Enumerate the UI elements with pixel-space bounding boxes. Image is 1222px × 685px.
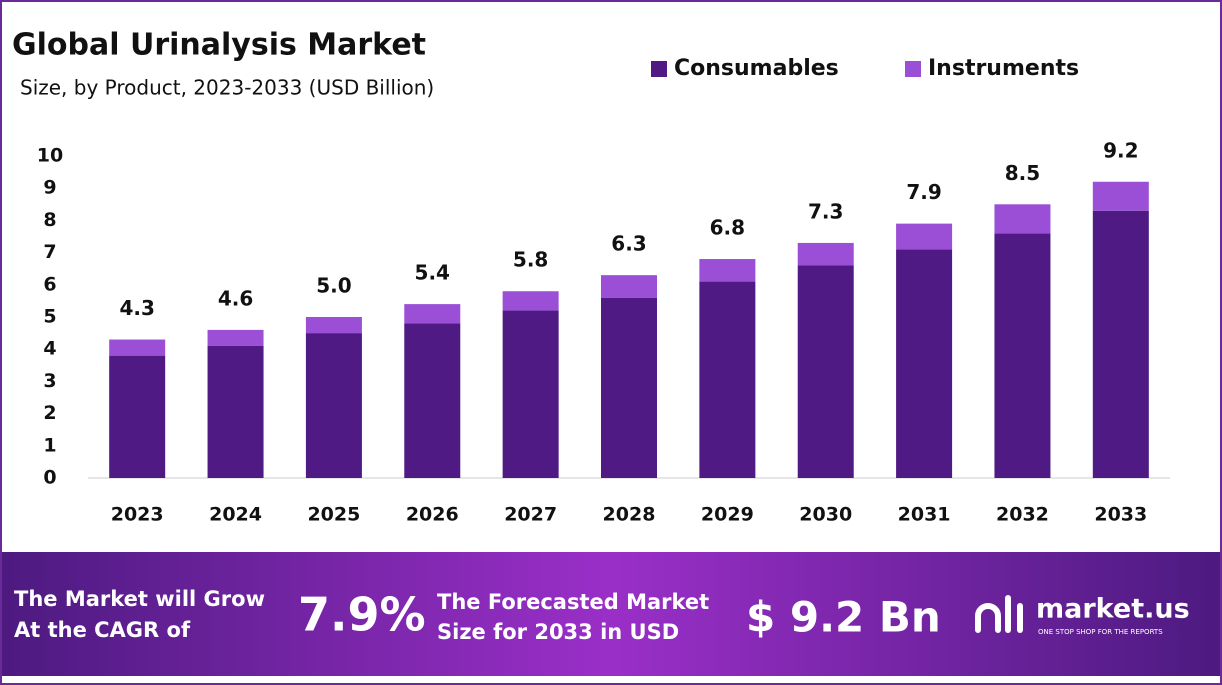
total-label: 5.4 xyxy=(415,261,450,285)
bar-segment xyxy=(502,310,559,478)
legend-swatch xyxy=(905,61,921,77)
x-tick-label: 2030 xyxy=(799,504,852,526)
bar-segment xyxy=(797,242,854,266)
legend-swatch xyxy=(651,61,667,77)
total-label: 4.3 xyxy=(119,296,154,320)
x-tick-label: 2028 xyxy=(603,504,656,526)
y-tick-label: 4 xyxy=(43,338,56,360)
bar-segment xyxy=(699,259,756,282)
x-tick-label: 2029 xyxy=(701,504,754,526)
y-tick-label: 6 xyxy=(43,273,56,295)
x-tick-label: 2031 xyxy=(898,504,951,526)
bar-segment xyxy=(797,265,854,478)
total-label: 7.3 xyxy=(808,199,843,223)
cagr-value: 7.9% xyxy=(298,588,426,642)
bar-segment xyxy=(404,304,461,324)
bar-segment xyxy=(994,204,1051,234)
forecast-text: The Forecasted Market xyxy=(437,590,709,614)
x-tick-label: 2025 xyxy=(307,504,360,526)
bar-segment xyxy=(994,233,1051,478)
chart-title: Global Urinalysis Market xyxy=(12,28,426,63)
total-label: 6.3 xyxy=(611,232,646,256)
x-tick-label: 2024 xyxy=(209,504,262,526)
bar-segment xyxy=(109,355,166,478)
bar-segment xyxy=(305,333,362,478)
bar-segment xyxy=(1092,210,1149,479)
y-tick-label: 5 xyxy=(43,306,56,328)
x-tick-label: 2023 xyxy=(111,504,164,526)
total-label: 4.6 xyxy=(218,286,253,310)
total-label: 9.2 xyxy=(1103,138,1138,162)
tagline: ONE STOP SHOP FOR THE REPORTS xyxy=(1038,628,1163,636)
y-tick-label: 8 xyxy=(43,209,56,231)
chart-subtitle: Size, by Product, 2023-2033 (USD Billion… xyxy=(20,76,434,100)
bar-segment xyxy=(404,323,461,478)
y-tick-label: 1 xyxy=(43,434,56,456)
x-tick-label: 2033 xyxy=(1094,504,1147,526)
forecast-value: $ 9.2 Bn xyxy=(746,593,941,642)
y-tick-label: 7 xyxy=(43,241,56,263)
bar-segment xyxy=(207,329,264,346)
y-tick-label: 9 xyxy=(43,177,56,199)
cagr-text: At the CAGR of xyxy=(14,618,191,642)
total-label: 5.0 xyxy=(316,274,351,298)
x-tick-label: 2032 xyxy=(996,504,1049,526)
legend-label: Consumables xyxy=(674,56,839,81)
total-label: 8.5 xyxy=(1005,161,1040,185)
bar-segment xyxy=(207,345,264,478)
brand: market.us xyxy=(1036,594,1190,625)
bar-segment xyxy=(502,291,559,311)
y-tick-label: 2 xyxy=(43,402,56,424)
x-tick-label: 2026 xyxy=(406,504,459,526)
cagr-text: The Market will Grow xyxy=(14,587,265,611)
forecast-text: Size for 2033 in USD xyxy=(437,620,679,644)
bar-segment xyxy=(896,223,953,250)
bar-segment xyxy=(305,317,362,334)
bar-segment xyxy=(601,275,657,298)
logo-icon xyxy=(975,595,1023,633)
bar-segment xyxy=(109,339,166,356)
legend-label: Instruments xyxy=(928,56,1079,81)
bar-segment xyxy=(699,281,756,478)
total-label: 7.9 xyxy=(906,180,941,204)
bar-segment xyxy=(601,297,657,478)
x-tick-label: 2027 xyxy=(504,504,557,526)
total-label: 5.8 xyxy=(513,248,548,272)
y-tick-label: 3 xyxy=(43,370,56,392)
y-tick-label: 0 xyxy=(43,467,56,489)
y-tick-label: 10 xyxy=(37,145,63,167)
total-label: 6.8 xyxy=(710,216,745,240)
bar-segment xyxy=(896,249,953,478)
bar-segment xyxy=(1092,181,1149,211)
